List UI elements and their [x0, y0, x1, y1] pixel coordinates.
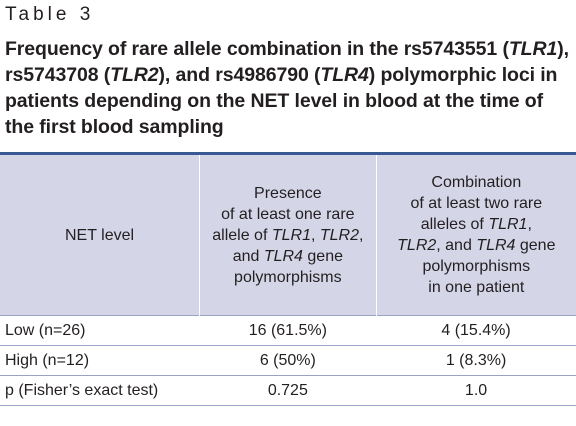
table-number: Table 3 — [5, 4, 95, 25]
presence-value: 0.725 — [199, 375, 377, 406]
header-presence-line: of at least one rare — [221, 205, 355, 223]
data-table: NET level Presence of at least one rare al… — [0, 152, 576, 406]
caption-gene-tlr4: TLR4 — [320, 64, 369, 86]
presence-value: 6 (50%) — [199, 345, 377, 376]
header-combination-line: in one patient — [428, 279, 525, 296]
caption-gene-tlr1: TLR1 — [508, 38, 558, 60]
header-presence-line: allele of — [212, 226, 272, 244]
combination-value: 4 (15.4%) — [376, 315, 576, 346]
header-presence-sep: , — [358, 226, 364, 244]
header-combination: Combination of at least two rare alleles o… — [375, 153, 576, 316]
header-row: NET level Presence of at least one rare al… — [0, 153, 576, 316]
row-label: Low (n=26) — [0, 315, 200, 346]
header-combination-sep: , — [527, 216, 532, 233]
header-combination-line: of at least two rare — [410, 195, 543, 212]
combination-value: 1 (8.3%) — [376, 345, 576, 376]
header-presence-sep: , — [310, 226, 320, 244]
header-combination-gene: TLR2 — [397, 237, 437, 254]
header-combination-gene: TLR4 — [476, 237, 516, 254]
header-net-level: NET level — [0, 153, 200, 316]
presence-value: 16 (61.5%) — [199, 315, 377, 346]
table-row: High (n=12) 6 (50%) 1 (8.3%) — [0, 345, 576, 376]
header-combination-line: gene — [515, 237, 556, 254]
header-combination-sep: , and — [436, 237, 477, 254]
table-row: Low (n=26) 16 (61.5%) 4 (15.4%) — [0, 315, 576, 346]
table-caption: Frequency of rare allele combination in … — [5, 36, 571, 140]
caption-part-3: ), and rs4986790 ( — [158, 64, 321, 86]
row-label: High (n=12) — [0, 345, 200, 376]
caption-part-4: ) polymorphic loci in patients depending… — [5, 64, 558, 138]
header-presence-line: and — [232, 247, 264, 265]
header-presence-line: gene — [302, 247, 343, 265]
header-presence-gene: TLR2 — [319, 226, 359, 244]
caption-part-1: Frequency of rare allele combination in … — [5, 38, 509, 60]
header-combination-line: polymorphisms — [422, 258, 531, 275]
row-label: p (Fisher’s exact test) — [0, 375, 200, 406]
table-header: NET level Presence of at least one rare al… — [0, 153, 576, 316]
header-presence-line: polymorphisms — [234, 268, 342, 286]
header-combination-line: alleles of — [420, 216, 489, 233]
header-presence-gene: TLR4 — [263, 247, 303, 265]
caption-gene-tlr2: TLR2 — [110, 64, 159, 86]
caption-part-2: ), rs5743708 ( — [5, 38, 569, 86]
table-body: Low (n=26) 16 (61.5%) 4 (15.4%) High (n=… — [0, 315, 576, 406]
header-combination-line: Combination — [431, 174, 522, 191]
header-presence-gene: TLR1 — [271, 226, 311, 244]
header-combination-gene: TLR1 — [488, 216, 528, 233]
header-net-level-text: NET level — [65, 226, 135, 244]
header-presence: Presence of at least one rare allele of TL… — [199, 153, 377, 316]
header-presence-line: Presence — [254, 184, 322, 202]
table-row: p (Fisher’s exact test) 0.725 1.0 — [0, 375, 576, 406]
combination-value: 1.0 — [376, 375, 576, 406]
